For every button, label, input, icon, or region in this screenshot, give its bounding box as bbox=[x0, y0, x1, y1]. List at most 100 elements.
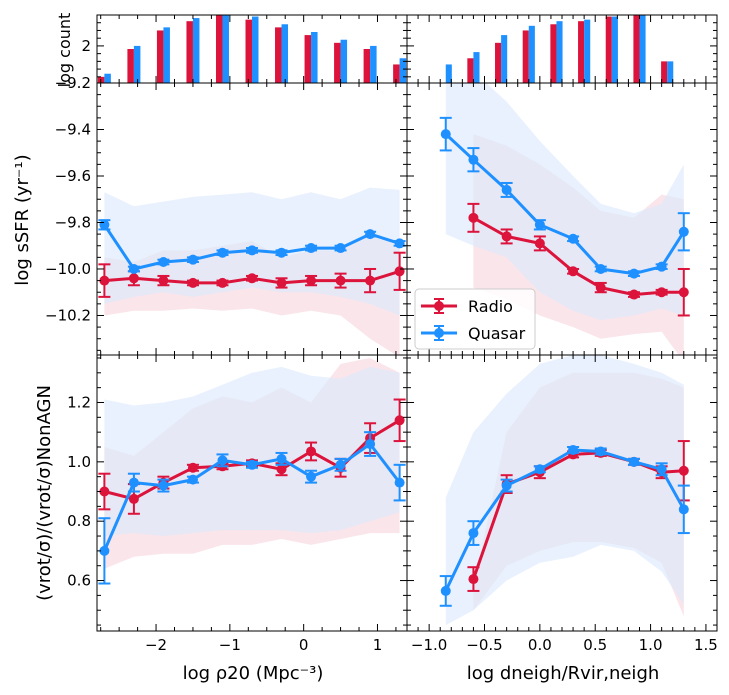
ssfr-point-quasar bbox=[440, 129, 451, 140]
vrot-point-quasar bbox=[306, 471, 317, 482]
hist-bar-radio bbox=[127, 49, 134, 83]
ssfr-point-radio bbox=[247, 273, 257, 284]
ssfr-point-quasar bbox=[501, 184, 512, 195]
series-layer bbox=[98, 116, 690, 607]
hist-bar-quasar bbox=[222, 15, 229, 83]
hist-bar-radio bbox=[495, 42, 502, 83]
hist-bar-quasar bbox=[192, 18, 200, 83]
hist-bar-quasar bbox=[163, 27, 170, 83]
hist-bar-radio bbox=[334, 42, 341, 83]
vrot-point-quasar bbox=[468, 528, 479, 539]
hist-bar-quasar bbox=[281, 24, 289, 83]
legend: Radio Quasar bbox=[414, 288, 536, 350]
y-tick-label: 0.8 bbox=[67, 512, 91, 530]
hist-bar-radio bbox=[275, 27, 282, 83]
hist-bar-quasar bbox=[528, 25, 535, 83]
vrot-point-radio bbox=[128, 493, 139, 504]
axes-layer: −2 −1 0 1 −1.0 −0.5 0.0 0.5 1.0 1.5 2 −9.2 −9.4 −9.6 −… bbox=[45, 14, 718, 654]
y-tick-label: −9.2 bbox=[55, 74, 91, 92]
ssfr-point-quasar bbox=[217, 247, 228, 258]
vrot-point-quasar bbox=[394, 477, 405, 488]
ssfr-ylabel: log sSFR (yr⁻¹) bbox=[12, 154, 33, 285]
ssfr-point-radio bbox=[128, 273, 139, 284]
x-tick-label: −2 bbox=[145, 636, 167, 654]
hist-ylabel: log count bbox=[55, 13, 74, 88]
hist-bar-quasar bbox=[639, 15, 646, 83]
hist-bar-radio bbox=[578, 21, 585, 83]
vrot-point-radio bbox=[276, 464, 287, 475]
hist-bar-radio bbox=[605, 16, 612, 83]
ssfr-point-quasar bbox=[99, 219, 110, 230]
ssfr-point-radio bbox=[276, 277, 287, 288]
ssfr-point-quasar bbox=[628, 268, 639, 279]
ssfr-point-quasar bbox=[247, 245, 257, 256]
hist-bar-radio bbox=[363, 49, 371, 83]
ssfr-point-radio bbox=[656, 287, 667, 298]
ssfr-point-quasar bbox=[365, 229, 376, 240]
legend-radio-label: Radio bbox=[468, 297, 513, 316]
x-tick-label: 0 bbox=[299, 636, 309, 654]
bands-layer bbox=[104, 83, 684, 626]
ssfr-bands-left bbox=[104, 187, 400, 355]
hist-bar-quasar bbox=[399, 58, 407, 83]
hist-bar-radio bbox=[215, 15, 223, 83]
ssfr-series-right bbox=[439, 116, 690, 317]
ssfr-point-radio bbox=[501, 231, 512, 242]
x-tick-label: 0.0 bbox=[528, 636, 552, 654]
hist-bar-radio bbox=[245, 19, 252, 83]
vrot-point-quasar bbox=[501, 480, 512, 491]
legend-quasar-label: Quasar bbox=[468, 324, 526, 343]
ssfr-point-radio bbox=[595, 282, 606, 293]
vrot-band-quasar bbox=[445, 355, 684, 626]
x-tick-label: 1 bbox=[373, 636, 383, 654]
vrot-point-radio bbox=[468, 574, 479, 585]
hist-panel-left bbox=[97, 15, 407, 83]
vrot-point-quasar bbox=[678, 504, 689, 515]
hist-bar-radio bbox=[156, 30, 164, 83]
ssfr-point-quasar bbox=[128, 263, 139, 274]
vrot-point-quasar bbox=[247, 459, 257, 470]
vrot-point-quasar bbox=[99, 545, 110, 556]
hist-bar-quasar bbox=[133, 45, 141, 83]
hist-bar-radio bbox=[304, 35, 312, 83]
legend-radio-marker bbox=[421, 298, 457, 314]
x-tick-label: −1.0 bbox=[411, 636, 447, 654]
hist-bar-radio bbox=[467, 58, 474, 83]
vrot-point-quasar bbox=[656, 464, 667, 475]
vrot-point-radio bbox=[99, 486, 110, 497]
hist-bar-quasar bbox=[370, 45, 377, 83]
vrot-point-quasar bbox=[534, 464, 545, 475]
hist-panel-right bbox=[445, 15, 674, 83]
vrot-point-quasar bbox=[158, 480, 169, 491]
hist-bar-quasar bbox=[445, 64, 452, 83]
ssfr-point-quasar bbox=[306, 243, 317, 254]
vrot-point-quasar bbox=[276, 453, 287, 464]
vrot-point-quasar bbox=[440, 585, 451, 596]
ssfr-band-quasar bbox=[445, 83, 684, 321]
ssfr-point-radio bbox=[306, 275, 317, 286]
y-tick-label: −9.4 bbox=[55, 120, 91, 138]
y-tick-label: −9.8 bbox=[55, 213, 91, 231]
ssfr-point-radio bbox=[678, 287, 689, 298]
hist-bar-radio bbox=[186, 21, 193, 83]
hist-bar-radio bbox=[393, 64, 400, 83]
vrot-point-quasar bbox=[187, 474, 198, 485]
ssfr-point-quasar bbox=[568, 233, 579, 244]
ssfr-point-radio bbox=[468, 212, 479, 223]
vrot-ylabel: (vrot/σ)/(vrot/σ)NonAGN bbox=[34, 385, 55, 601]
hist-bar-radio bbox=[661, 61, 668, 83]
right-xlabel: log dneigh/Rvir,neigh bbox=[467, 663, 660, 684]
vrot-point-quasar bbox=[568, 444, 579, 455]
ssfr-point-radio bbox=[187, 277, 198, 288]
vrot-point-radio bbox=[187, 462, 198, 473]
x-tick-label: −0.5 bbox=[466, 636, 502, 654]
vrot-point-radio bbox=[394, 415, 405, 426]
ssfr-point-radio bbox=[335, 275, 346, 286]
hist-bar-radio bbox=[550, 24, 557, 83]
x-tick-label: 0.5 bbox=[583, 636, 607, 654]
hist-bar-quasar bbox=[252, 16, 259, 83]
hist-bar-radio bbox=[633, 15, 640, 83]
y-tick-label: 1.2 bbox=[67, 393, 91, 411]
bars-layer bbox=[97, 15, 674, 83]
